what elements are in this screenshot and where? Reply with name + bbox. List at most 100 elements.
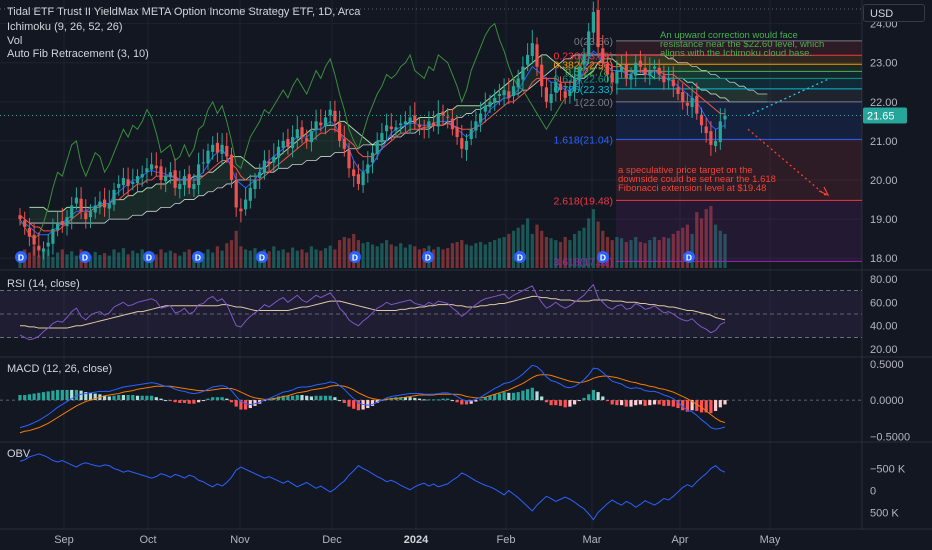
candle-body <box>526 54 530 65</box>
volume-bar <box>540 230 544 268</box>
macd-histogram-bar <box>709 400 713 414</box>
volume-bar <box>450 243 454 268</box>
volume-bar <box>591 209 595 268</box>
candle-body <box>37 245 41 251</box>
candle-body <box>248 187 252 201</box>
volume-bar <box>65 254 69 268</box>
candle-body <box>309 131 313 143</box>
candle-body <box>286 138 290 147</box>
candle-body <box>201 162 205 164</box>
candle-body <box>88 211 93 218</box>
volume-bar <box>699 218 704 268</box>
macd-histogram-bar <box>291 395 295 401</box>
candle-body <box>436 113 440 127</box>
macd-legend[interactable]: MACD (12, 26, close) <box>7 363 113 375</box>
candle-body <box>699 114 704 126</box>
candle-body <box>192 183 196 190</box>
candle-body <box>704 126 708 134</box>
price-tick-label: 23.00 <box>870 58 898 70</box>
macd-histogram-bar <box>88 392 93 401</box>
currency-button[interactable]: USD <box>863 4 925 22</box>
x-tick-label: May <box>760 534 781 546</box>
volume-bar <box>474 243 478 268</box>
volume-bar <box>671 233 675 268</box>
macd-histogram-bar <box>56 389 60 401</box>
macd-histogram-bar <box>300 395 304 401</box>
volume-bar <box>286 252 290 268</box>
price-pane[interactable]: 0(23.56)0.236(23.19)0.382(22.96)0.5(22.7… <box>0 0 862 268</box>
volume-bar <box>225 243 229 268</box>
candle-body <box>685 103 689 106</box>
dividend-marker <box>192 251 204 263</box>
macd-histogram-bar <box>610 400 614 405</box>
obv-pane[interactable] <box>19 453 726 521</box>
obv-tick-label: −500 K <box>870 464 906 476</box>
fib-legend[interactable]: Auto Fib Retracement (3, 10) <box>7 48 149 60</box>
macd-histogram-bar <box>220 397 224 401</box>
dividend-marker-label: D <box>82 253 88 263</box>
candle-body <box>718 121 722 143</box>
volume-bar <box>652 237 657 268</box>
volume-bar <box>601 230 605 268</box>
volume-bar <box>309 246 313 268</box>
dividend-marker <box>256 251 268 263</box>
candle-body <box>511 86 516 96</box>
candle-body <box>535 44 539 67</box>
candle-body <box>624 64 628 79</box>
candle-body <box>681 92 685 102</box>
chart-title[interactable]: Tidal ETF Trust II YieldMax META Option … <box>7 6 361 18</box>
candle-body <box>262 160 266 174</box>
candle-body <box>634 62 638 76</box>
macd-histogram-bar <box>417 398 422 401</box>
candle-body <box>182 176 187 186</box>
candle-body <box>474 121 478 131</box>
candle-body <box>145 168 149 173</box>
macd-histogram-bar <box>446 398 450 401</box>
dividend-marker-label: D <box>425 253 431 263</box>
macd-histogram-bar <box>319 395 323 401</box>
volume-bar <box>272 246 276 268</box>
rsi-legend[interactable]: RSI (14, close) <box>7 278 80 290</box>
vol-legend[interactable]: Vol <box>7 35 23 47</box>
macd-histogram-bar <box>634 400 638 406</box>
volume-bar <box>648 240 652 268</box>
candle-body <box>695 95 699 114</box>
macd-histogram-bar <box>638 400 642 405</box>
volume-bar <box>695 212 699 268</box>
candle-body <box>432 122 436 126</box>
candle-body <box>385 125 389 132</box>
candle-body <box>107 203 111 209</box>
annotations: An upward correction would faceresistanc… <box>618 30 831 198</box>
macd-histogram-bar <box>103 395 107 401</box>
candle-body <box>319 122 323 126</box>
volume-bar <box>173 253 177 268</box>
candle-body <box>98 201 102 207</box>
macd-histogram-bar <box>474 400 478 402</box>
dividend-marker-label: D <box>686 253 692 263</box>
volume-bar <box>239 246 243 268</box>
rsi-pane[interactable] <box>0 283 862 341</box>
candle-body <box>521 66 525 80</box>
macd-histogram-bar <box>178 400 182 403</box>
volume-bar <box>380 243 384 268</box>
obv-legend[interactable]: OBV <box>7 448 31 460</box>
fib-zone <box>616 55 862 65</box>
volume-bar <box>446 248 450 268</box>
candle-body <box>197 164 201 186</box>
candle-body <box>497 94 501 96</box>
macd-histogram-bar <box>643 400 647 406</box>
macd-pane[interactable] <box>0 364 862 434</box>
candle-body <box>244 199 248 210</box>
x-tick-label: Sep <box>54 534 74 546</box>
candle-body <box>154 165 158 169</box>
volume-bar <box>638 241 642 268</box>
price-tick-label: 21.00 <box>870 136 898 148</box>
candle-body <box>582 54 586 65</box>
volume-bar <box>723 233 727 268</box>
macd-histogram-bar <box>126 395 130 401</box>
ichimoku-legend[interactable]: Ichimoku (9, 26, 52, 26) <box>7 21 123 33</box>
volume-bar <box>460 240 464 268</box>
macd-histogram-bar <box>41 392 46 401</box>
macd-histogram-bar <box>544 400 548 403</box>
